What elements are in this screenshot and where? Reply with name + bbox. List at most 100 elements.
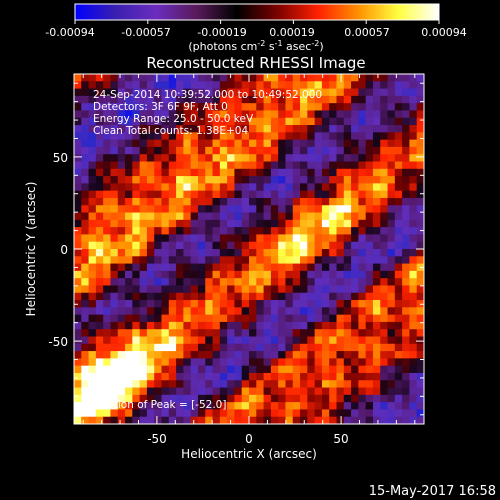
heatmap-cell xyxy=(205,88,214,97)
heatmap-cell xyxy=(161,365,170,374)
heatmap-cell xyxy=(241,88,250,97)
heatmap-cell xyxy=(249,321,257,330)
heatmap-cell xyxy=(372,81,381,90)
heatmap-cell xyxy=(314,249,323,257)
heatmap-cell xyxy=(212,190,221,199)
heatmap-cell xyxy=(351,343,359,352)
heatmap-cell xyxy=(190,168,199,177)
heatmap-cell xyxy=(300,154,308,163)
heatmap-cell xyxy=(270,394,279,403)
heatmap-cell xyxy=(365,234,374,243)
heatmap-cell xyxy=(300,132,308,141)
heatmap-cell xyxy=(329,394,338,403)
heatmap-cell xyxy=(74,234,82,243)
heatmap-cell xyxy=(117,197,126,206)
heatmap-cell xyxy=(74,241,82,250)
heatmap-cell xyxy=(132,219,141,228)
heatmap-cell xyxy=(125,161,133,170)
heatmap-cell xyxy=(176,234,184,243)
heatmap-cell xyxy=(249,168,257,177)
heatmap-cell xyxy=(416,329,424,338)
heatmap-cell xyxy=(351,81,359,90)
heatmap-cell xyxy=(300,409,308,418)
heatmap-cell xyxy=(380,103,389,112)
heatmap-cell xyxy=(110,212,119,221)
heatmap-cell xyxy=(205,139,214,148)
heatmap-cell xyxy=(74,81,82,90)
heatmap-cell xyxy=(168,394,177,403)
heatmap-cell xyxy=(351,117,359,126)
heatmap-cell xyxy=(117,278,126,287)
heatmap-cell xyxy=(372,227,381,236)
heatmap-cell xyxy=(168,365,177,374)
heatmap-cell xyxy=(154,241,163,250)
heatmap-cell xyxy=(380,110,389,119)
heatmap-cell xyxy=(387,117,396,126)
heatmap-cell xyxy=(95,372,104,381)
heatmap-cell xyxy=(132,409,141,418)
heatmap-cell xyxy=(81,263,90,272)
heatmap-cell xyxy=(402,212,411,221)
heatmap-cell xyxy=(387,285,396,294)
heatmap-cell xyxy=(321,380,330,389)
heatmap-cell xyxy=(249,117,257,126)
heatmap-cell xyxy=(241,176,250,184)
heatmap-cell xyxy=(234,387,243,396)
heatmap-cell xyxy=(132,314,141,323)
heatmap-cell xyxy=(336,380,345,389)
heatmap-cell xyxy=(81,205,90,214)
heatmap-cell xyxy=(176,285,184,294)
heatmap-cell xyxy=(132,205,141,214)
heatmap-cell xyxy=(409,110,418,119)
heatmap-cell xyxy=(168,321,177,330)
heatmap-cell xyxy=(314,190,323,199)
heatmap-cell xyxy=(74,110,82,119)
heatmap-cell xyxy=(132,146,141,155)
heatmap-cell xyxy=(190,117,199,126)
heatmap-cell xyxy=(234,300,243,308)
heatmap-cell xyxy=(95,234,104,243)
heatmap-cell xyxy=(95,227,104,236)
heatmap-cell xyxy=(234,125,243,133)
heatmap-cell xyxy=(154,358,163,367)
heatmap-cell xyxy=(402,132,411,141)
heatmap-cell xyxy=(300,205,308,214)
heatmap-cell xyxy=(380,314,389,323)
heatmap-cell xyxy=(183,95,192,104)
heatmap-cell xyxy=(278,241,287,250)
heatmap-cell xyxy=(256,132,265,141)
heatmap-cell xyxy=(329,103,338,112)
heatmap-cell xyxy=(300,292,308,301)
heatmap-cell xyxy=(95,176,104,184)
heatmap-cell xyxy=(132,74,141,82)
heatmap-cell xyxy=(278,161,287,170)
heatmap-cell xyxy=(81,256,90,265)
heatmap-cell xyxy=(263,103,272,112)
heatmap-cell xyxy=(154,409,163,418)
heatmap-cell xyxy=(307,409,316,418)
heatmap-cell xyxy=(95,161,104,170)
heatmap-cell xyxy=(321,416,330,424)
heatmap-cell xyxy=(219,343,228,352)
heatmap-cell xyxy=(285,132,294,141)
heatmap-cell xyxy=(103,168,112,177)
heatmap-cell xyxy=(161,402,170,411)
heatmap-cell xyxy=(132,88,141,97)
heatmap-cell xyxy=(74,270,82,279)
heatmap-cell xyxy=(394,176,403,184)
heatmap-cell xyxy=(416,205,424,214)
heatmap-cell xyxy=(227,358,236,367)
heatmap-cell xyxy=(176,241,184,250)
heatmap-cell xyxy=(300,241,308,250)
heatmap-cell xyxy=(351,234,359,243)
heatmap-cell xyxy=(227,110,236,119)
heatmap-cell xyxy=(329,161,338,170)
heatmap-cell xyxy=(205,402,214,411)
heatmap-cell xyxy=(307,132,316,141)
heatmap-cell xyxy=(292,205,301,214)
heatmap-cell xyxy=(110,321,119,330)
heatmap-cell xyxy=(154,402,163,411)
heatmap-cell xyxy=(416,380,424,389)
heatmap-cell xyxy=(234,190,243,199)
heatmap-cell xyxy=(292,372,301,381)
